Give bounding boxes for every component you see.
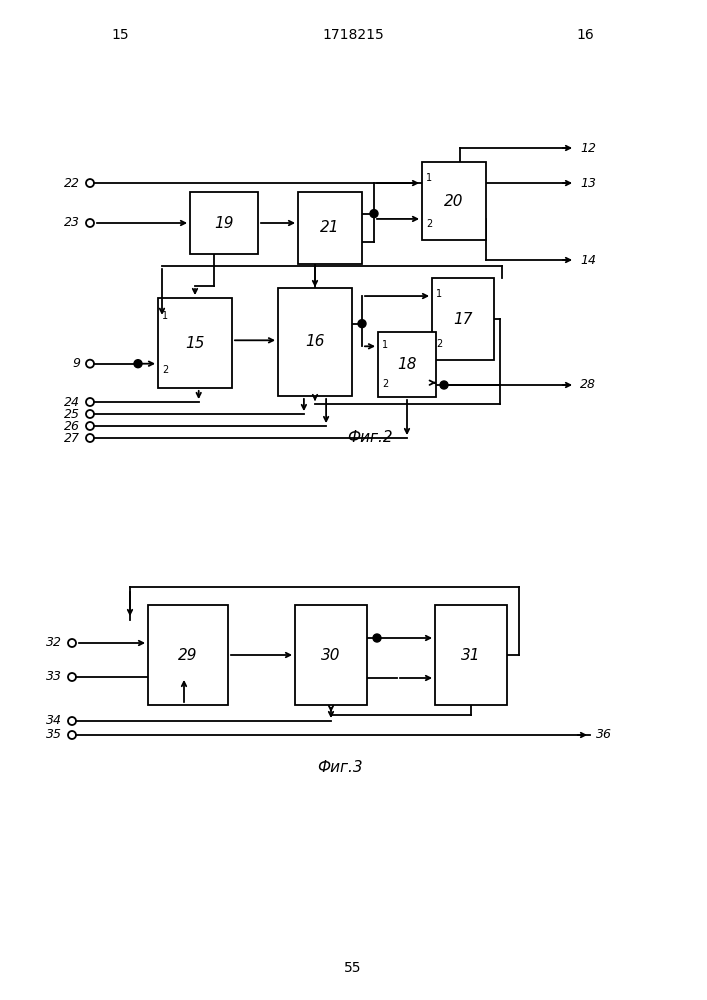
Text: 34: 34 [46,714,62,728]
Bar [422,162,486,240]
Text: 27: 27 [64,432,80,444]
Bar [148,605,228,705]
Text: 18: 18 [397,357,416,372]
Text: 15: 15 [185,336,205,351]
Text: 35: 35 [46,728,62,742]
Bar [278,288,352,396]
Bar [298,192,362,264]
Text: 28: 28 [580,378,596,391]
Text: 30: 30 [321,648,341,662]
Text: Фиг.2: Фиг.2 [347,430,393,445]
Text: 19: 19 [214,216,234,231]
Text: 31: 31 [461,648,481,662]
Text: 22: 22 [64,177,80,190]
Text: 26: 26 [64,420,80,432]
Text: 32: 32 [46,637,62,650]
Text: 14: 14 [580,253,596,266]
Circle shape [440,381,448,389]
Text: 15: 15 [111,28,129,42]
Text: 1: 1 [162,311,168,321]
Text: 1: 1 [426,173,432,183]
Bar [378,332,436,397]
Bar [190,192,258,254]
Bar [158,298,232,388]
Text: 36: 36 [596,728,612,742]
Text: 13: 13 [580,177,596,190]
Text: 12: 12 [580,141,596,154]
Text: 1: 1 [436,289,442,299]
Circle shape [370,210,378,218]
Bar [295,605,367,705]
Text: 23: 23 [64,217,80,230]
Text: 20: 20 [444,194,464,209]
Circle shape [134,360,142,368]
Text: 9: 9 [72,357,80,370]
Text: 21: 21 [320,221,340,235]
Text: 16: 16 [576,28,594,42]
Text: 2: 2 [382,379,388,389]
Text: 1: 1 [382,340,388,350]
Circle shape [358,320,366,328]
Text: 29: 29 [178,648,198,662]
Bar [435,605,507,705]
Circle shape [373,634,381,642]
Text: 1718215: 1718215 [322,28,384,42]
Text: 17: 17 [453,312,473,326]
Text: 55: 55 [344,961,362,975]
Text: Фиг.3: Фиг.3 [317,760,363,775]
Text: 2: 2 [162,365,168,375]
Bar [432,278,494,360]
Text: 16: 16 [305,334,325,350]
Text: 2: 2 [426,219,432,229]
Text: 33: 33 [46,670,62,684]
Text: 25: 25 [64,408,80,420]
Text: 2: 2 [436,339,443,349]
Text: 24: 24 [64,395,80,408]
